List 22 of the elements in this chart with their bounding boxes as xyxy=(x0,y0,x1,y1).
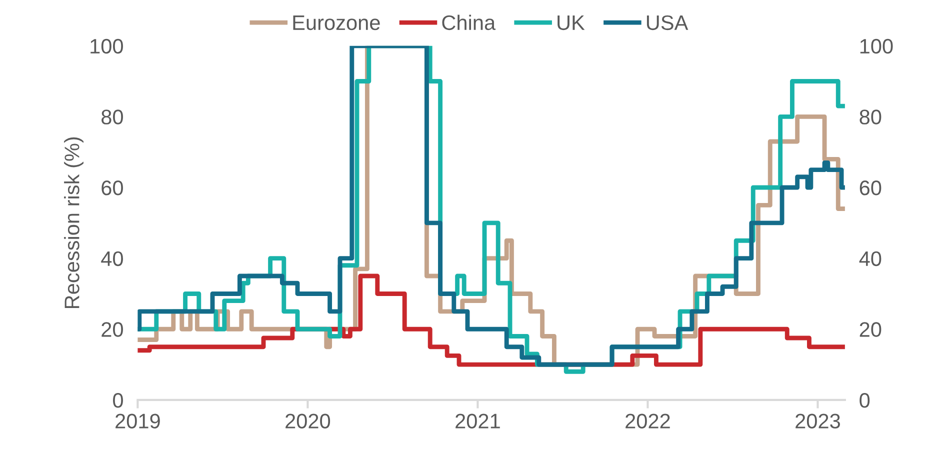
y-tick-label: 80 xyxy=(102,110,123,124)
y-tick-label: 20 xyxy=(102,322,123,337)
x-tick-label: 2022 xyxy=(626,414,670,428)
legend-label: China xyxy=(442,14,496,30)
legend-label: USA xyxy=(646,15,688,30)
legend-label: Eurozone xyxy=(293,16,380,30)
x-tick-label: 2023 xyxy=(796,414,840,428)
y2-tick-label: 100 xyxy=(860,38,893,54)
y-tick-label: 40 xyxy=(101,251,123,266)
y2-tick-label: 20 xyxy=(860,322,882,337)
x-tick-label: 2019 xyxy=(116,414,160,428)
x-tick-label: 2021 xyxy=(456,414,500,428)
x-tick-label: 2020 xyxy=(286,414,330,428)
y2-tick-label: 40 xyxy=(859,251,882,266)
y2-tick-label: 60 xyxy=(860,180,882,196)
legend-label: UK xyxy=(558,16,585,30)
y-tick-label: 100 xyxy=(90,38,123,54)
y2-tick-label: 80 xyxy=(860,110,882,124)
y-tick-label: 60 xyxy=(102,180,123,196)
y-axis-title: Recession risk (%) xyxy=(64,137,84,308)
y-tick-label: 0 xyxy=(113,392,123,408)
y2-tick-label: 0 xyxy=(860,392,870,408)
